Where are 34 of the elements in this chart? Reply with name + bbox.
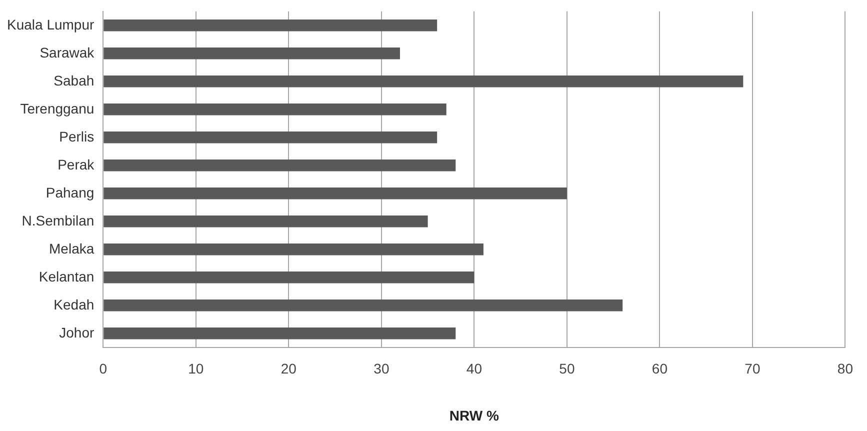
bar (104, 188, 567, 200)
bar (104, 104, 446, 116)
x-axis-title: NRW % (449, 407, 500, 424)
y-tick-label: Terengganu (20, 100, 94, 116)
y-tick-label: Kuala Lumpur (6, 16, 94, 32)
y-tick-label: Pahang (46, 184, 94, 200)
x-tick-label: 20 (280, 360, 297, 377)
bar (104, 300, 623, 312)
x-tick-label: 60 (652, 360, 668, 377)
y-tick-label: Sabah (54, 72, 94, 88)
y-tick-label: Perlis (59, 128, 94, 144)
bar (104, 160, 456, 172)
x-tick-label: 70 (744, 360, 760, 377)
y-tick-label: Sarawak (40, 44, 96, 60)
x-tick-label: 40 (466, 360, 482, 377)
y-tick-label: Melaka (49, 240, 94, 256)
bar (104, 328, 456, 340)
y-tick-label: Kelantan (38, 268, 94, 284)
bar (104, 272, 474, 284)
bar (104, 48, 400, 60)
y-tick-label: N.Sembilan (22, 212, 94, 228)
x-tick-label: 50 (559, 360, 575, 377)
x-tick-label: 10 (188, 360, 204, 377)
bar (104, 20, 438, 32)
y-tick-label: Johor (59, 324, 94, 340)
x-tick-label: 30 (374, 360, 390, 377)
bar (104, 76, 744, 88)
x-tick-label: 80 (837, 360, 854, 377)
bar (104, 132, 438, 144)
x-tick-label: 0 (99, 360, 108, 377)
y-tick-label: Kedah (54, 296, 94, 312)
bar (104, 216, 428, 228)
bar (104, 244, 484, 256)
y-tick-label: Perak (58, 156, 96, 172)
